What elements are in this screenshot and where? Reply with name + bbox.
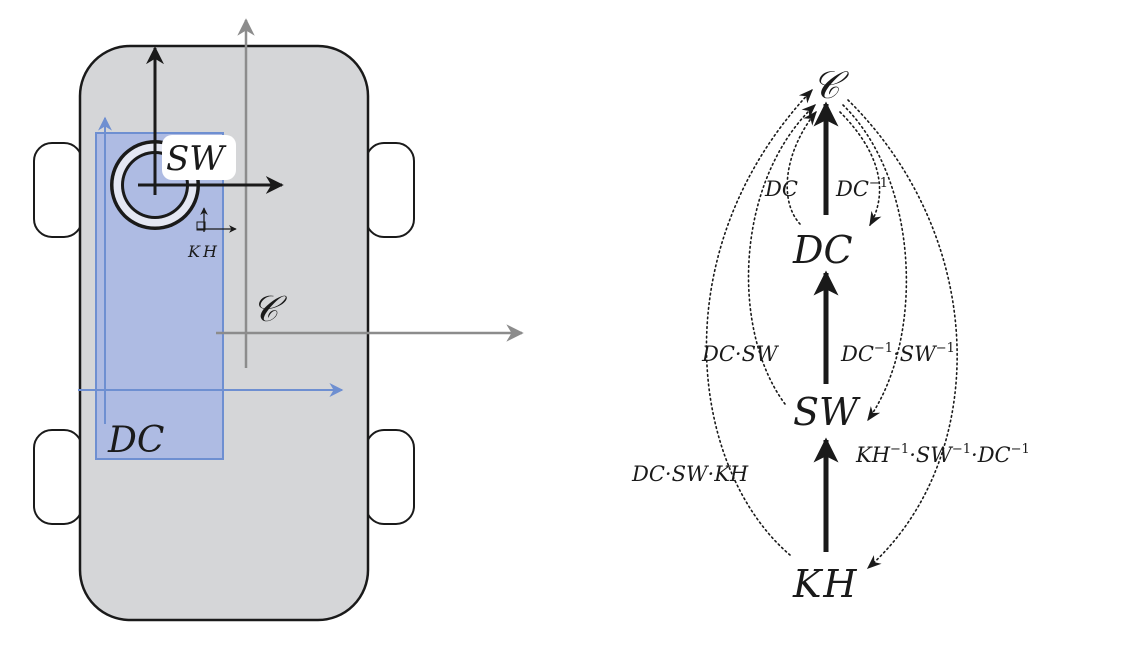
node-kh: KH — [792, 562, 859, 606]
node-c: 𝒞 — [812, 63, 849, 107]
node-dc: DC — [792, 228, 853, 272]
wheel-front-right — [365, 142, 415, 238]
transform-graph: 𝒞 DC SW KH DC DC−1 DC·SW DC−1·SW−1 DC·SW… — [631, 63, 1030, 606]
label-sw-to-c: DC·SW — [701, 342, 780, 366]
edge-c-to-dc-dotted — [839, 111, 882, 227]
wheel-front-left — [33, 142, 83, 238]
label-c-to-dc: DC−1 — [835, 176, 888, 201]
label-dc-to-c: DC — [764, 177, 798, 201]
edge-sw-to-c-dotted — [747, 104, 817, 405]
kh-marker — [196, 221, 206, 231]
node-sw: SW — [793, 390, 861, 434]
edge-c-to-sw-dotted — [842, 104, 908, 422]
wheel-rear-left — [33, 429, 83, 525]
label-c-to-sw: DC−1·SW−1 — [840, 341, 955, 366]
label-c-to-kh: KH−1·SW−1·DC−1 — [855, 442, 1030, 467]
wheel-rear-right — [365, 429, 415, 525]
sw-label-bg — [162, 135, 236, 180]
edge-dc-to-c-dotted — [786, 110, 817, 225]
dc-frame-label: DC — [107, 420, 164, 461]
label-kh-to-c: DC·SW·KH — [631, 462, 749, 486]
car-diagram: SW KH 𝒞 DC — [33, 18, 524, 622]
edge-c-to-kh-dotted — [847, 99, 958, 569]
kh-frame-label: KH — [187, 242, 220, 261]
edge-kh-to-c-dotted — [705, 88, 813, 556]
sw-frame-label: SW — [166, 139, 227, 179]
